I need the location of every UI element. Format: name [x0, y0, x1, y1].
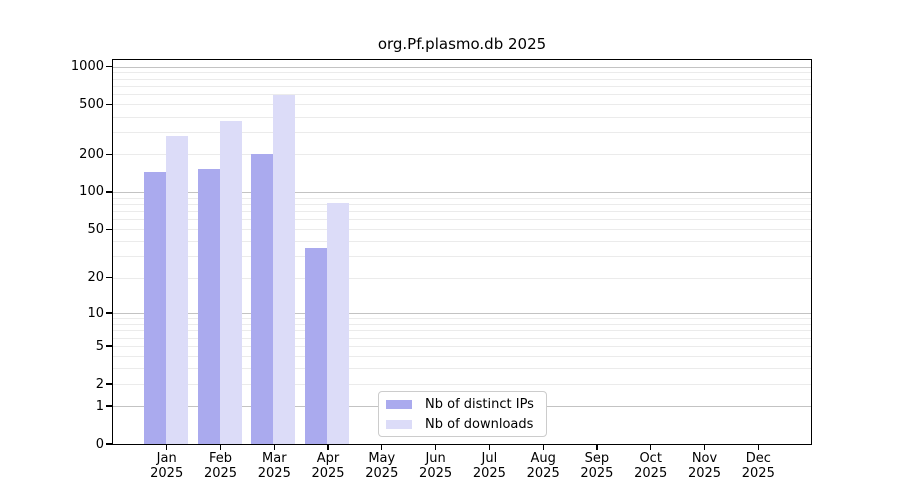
- y-tick-label-10: 10: [87, 305, 104, 321]
- y-tick-label-0: 0: [95, 436, 104, 452]
- gridline-minor: [113, 219, 811, 221]
- legend-label-distinct-ips: Nb of distinct IPs: [425, 396, 534, 412]
- y-tick-mark: [106, 228, 112, 230]
- gridline-major: [113, 313, 811, 314]
- gridline-major: [113, 66, 811, 68]
- gridline-minor: [113, 154, 811, 156]
- legend-swatch-downloads: [386, 419, 412, 429]
- gridline-minor: [113, 78, 811, 80]
- x-tick-label-dec: Dec 2025: [741, 451, 775, 481]
- bar-distinct-ips-apr: [305, 248, 327, 444]
- gridline-minor: [113, 86, 811, 87]
- legend-item-distinct-ips: Nb of distinct IPs: [386, 396, 546, 413]
- x-tick-mark: [166, 444, 168, 450]
- x-tick-label-feb: Feb 2025: [203, 451, 238, 481]
- gridline-minor: [113, 337, 811, 339]
- legend-item-downloads: Nb of downloads: [386, 416, 546, 433]
- bar-downloads-mar: [273, 95, 296, 444]
- legend-swatch-distinct-ips: [386, 399, 412, 409]
- x-tick-mark: [650, 444, 652, 450]
- y-tick-label-200: 200: [79, 146, 104, 162]
- x-tick-label-oct: Oct 2025: [634, 451, 668, 481]
- x-tick-mark: [488, 444, 491, 450]
- x-tick-label-jul: Jul 2025: [472, 451, 506, 481]
- gridline-minor: [113, 116, 811, 118]
- x-tick-label-may: May 2025: [365, 451, 399, 481]
- y-tick-mark: [106, 103, 112, 106]
- x-tick-mark: [327, 444, 329, 450]
- y-tick-mark: [106, 383, 112, 385]
- bar-distinct-ips-mar: [251, 154, 274, 444]
- y-tick-mark: [106, 345, 112, 347]
- x-tick-mark: [273, 444, 275, 450]
- y-tick-mark: [106, 65, 112, 68]
- gridline-minor: [113, 368, 811, 370]
- gridline-minor: [113, 72, 811, 74]
- y-tick-mark: [106, 191, 112, 193]
- x-tick-label-apr: Apr 2025: [311, 451, 345, 481]
- x-tick-label-aug: Aug 2025: [526, 451, 560, 481]
- legend-label-downloads: Nb of downloads: [425, 416, 534, 432]
- gridline-minor: [113, 197, 811, 199]
- x-tick-mark: [596, 444, 598, 450]
- y-tick-mark: [106, 153, 112, 155]
- gridline-minor: [113, 256, 811, 258]
- x-tick-mark: [381, 444, 383, 450]
- gridline-minor: [113, 132, 811, 134]
- gridline-major: [113, 191, 811, 193]
- y-tick-mark: [106, 312, 112, 314]
- legend: Nb of distinct IPs Nb of downloads: [378, 391, 547, 437]
- y-tick-label-1000: 1000: [70, 59, 104, 74]
- x-tick-mark: [219, 444, 222, 450]
- plot-area: [113, 60, 811, 444]
- chart-title: org.Pf.plasmo.db 2025: [377, 35, 547, 53]
- x-tick-mark: [542, 444, 544, 450]
- y-tick-label-500: 500: [79, 96, 104, 112]
- gridline-minor: [113, 203, 811, 205]
- bar-distinct-ips-jan: [143, 171, 166, 444]
- bar-downloads-apr: [327, 202, 349, 444]
- gridline-minor: [113, 277, 811, 279]
- gridline-minor: [113, 211, 811, 213]
- gridline-minor: [113, 318, 811, 320]
- bar-downloads-jan: [165, 136, 188, 444]
- gridline-minor: [113, 324, 811, 325]
- y-tick-mark: [106, 405, 112, 407]
- x-tick-label-nov: Nov 2025: [687, 451, 722, 481]
- y-tick-label-50: 50: [87, 221, 104, 237]
- y-tick-label-2: 2: [95, 376, 104, 392]
- gridline-minor: [113, 241, 811, 243]
- x-tick-mark: [757, 444, 759, 450]
- y-tick-label-100: 100: [79, 184, 104, 200]
- y-tick-label-20: 20: [87, 270, 104, 286]
- bar-distinct-ips-feb: [197, 168, 220, 444]
- gridline-minor: [113, 330, 811, 332]
- y-tick-mark: [106, 277, 112, 279]
- gridline-minor: [113, 356, 811, 358]
- x-tick-label-mar: Mar 2025: [257, 451, 291, 481]
- bar-downloads-feb: [219, 120, 242, 444]
- x-tick-label-jun: Jun 2025: [419, 451, 453, 481]
- y-tick-label-5: 5: [95, 338, 104, 354]
- y-tick-label-1: 1: [95, 398, 104, 414]
- x-tick-label-sep: Sep 2025: [580, 451, 614, 481]
- gridline-minor: [113, 384, 811, 385]
- x-tick-mark: [703, 444, 706, 450]
- x-tick-mark: [434, 444, 437, 450]
- x-tick-label-jan: Jan 2025: [150, 451, 184, 481]
- gridline-minor: [113, 104, 811, 106]
- gridline-minor: [113, 229, 811, 231]
- gridline-minor: [113, 94, 811, 96]
- y-tick-mark: [106, 443, 112, 445]
- gridline-minor: [113, 346, 811, 348]
